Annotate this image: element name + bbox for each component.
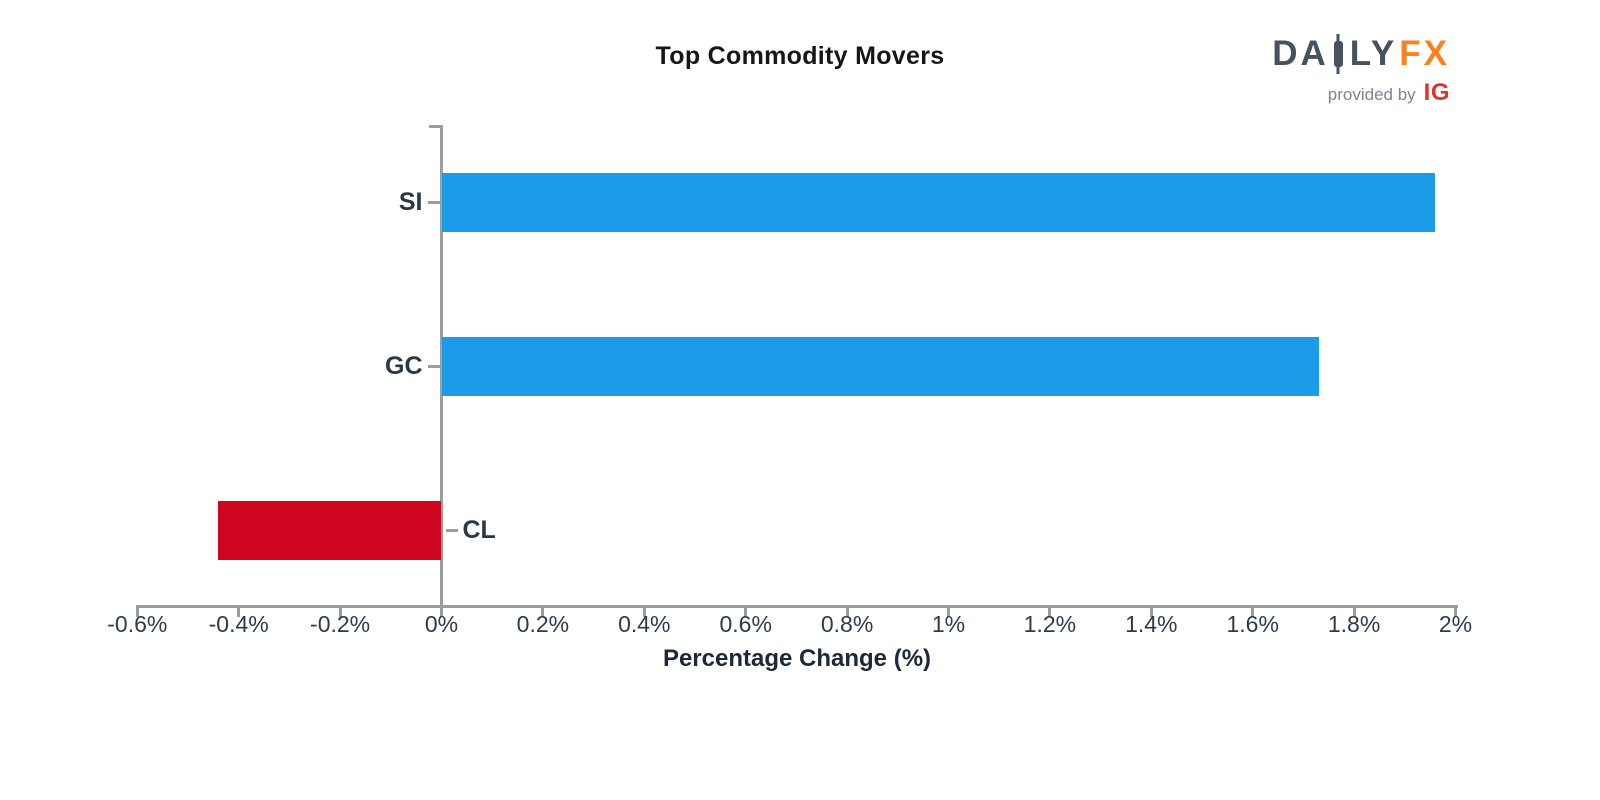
x-tick-label--0.4%: -0.4%	[208, 611, 269, 637]
category-tick-gc	[427, 364, 440, 368]
logo-text-ly: LY	[1349, 34, 1398, 73]
x-tick-0.2%	[541, 605, 545, 617]
x-tick-label-0.6%: 0.6%	[719, 611, 772, 637]
x-tick-label-2%: 2%	[1438, 611, 1473, 637]
provided-by-label: provided by	[1327, 85, 1416, 104]
x-tick-1.2%	[1048, 605, 1052, 617]
x-tick-label--0.2%: -0.2%	[310, 611, 371, 637]
logo-text-fx: FX	[1399, 34, 1450, 73]
y-axis-end-tick	[429, 125, 441, 128]
candlestick-icon	[1333, 40, 1343, 67]
category-tick-cl	[445, 528, 458, 532]
provided-by-line: provided by IG	[1272, 79, 1450, 107]
x-tick-label-1.6%: 1.6%	[1226, 611, 1279, 637]
dailyfx-logo: DA LY FX provided by IG	[1272, 36, 1450, 107]
category-label-si: SI	[398, 187, 423, 216]
x-tick-label-0.2%: 0.2%	[516, 611, 570, 637]
x-axis-line	[136, 605, 1458, 608]
logo-text-da: DA	[1272, 34, 1329, 73]
x-tick-label-1.4%: 1.4%	[1125, 611, 1178, 637]
bar-si	[441, 172, 1436, 232]
x-tick-label--0.6%: -0.6%	[107, 611, 168, 637]
x-tick--0.6%	[135, 605, 139, 617]
x-tick-0.6%	[744, 605, 748, 617]
chart-title: Top Commodity Movers	[655, 42, 945, 70]
category-label-gc: GC	[385, 351, 423, 380]
category-label-cl: CL	[462, 515, 496, 544]
x-tick--0.4%	[237, 605, 241, 617]
x-tick-1.4%	[1149, 605, 1153, 617]
x-tick-label-1%: 1%	[931, 611, 966, 637]
x-tick-1.6%	[1251, 605, 1255, 617]
x-tick-1.8%	[1352, 605, 1356, 617]
x-tick-label-0%: 0%	[424, 611, 459, 637]
bar-gc	[441, 336, 1319, 396]
x-tick-label-1.2%: 1.2%	[1023, 611, 1077, 637]
x-tick-label-1.8%: 1.8%	[1327, 611, 1381, 637]
bar-cl	[218, 500, 442, 560]
x-tick-label-0.8%: 0.8%	[820, 611, 874, 637]
x-tick-0.8%	[845, 605, 849, 617]
x-tick--0.2%	[338, 605, 342, 617]
x-tick-0%	[440, 605, 443, 617]
x-tick-2%	[1454, 605, 1457, 617]
x-axis-title: Percentage Change (%)	[662, 645, 932, 672]
category-tick-si	[427, 200, 440, 204]
x-tick-0.4%	[642, 605, 646, 617]
dailyfx-wordmark: DA LY FX	[1272, 36, 1450, 71]
x-tick-label-0.4%: 0.4%	[618, 611, 671, 637]
ig-logo: IG	[1423, 79, 1450, 106]
x-tick-1%	[947, 605, 950, 617]
